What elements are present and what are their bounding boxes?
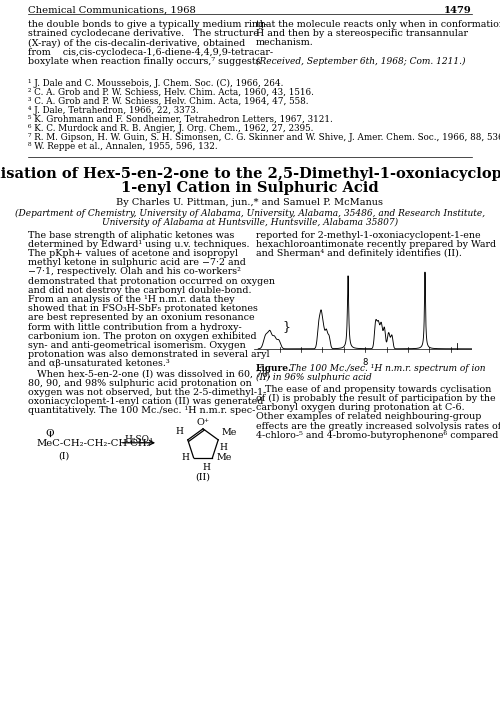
Text: 80, 90, and 98% sulphuric acid protonation on: 80, 90, and 98% sulphuric acid protonati… (28, 379, 252, 388)
Text: effects are the greatly increased solvolysis rates of: effects are the greatly increased solvol… (256, 422, 500, 430)
Text: and did not destroy the carbonyl double-bond.: and did not destroy the carbonyl double-… (28, 286, 252, 295)
Text: (II) in 96% sulphuric acid: (II) in 96% sulphuric acid (256, 373, 372, 382)
Text: O⁺: O⁺ (196, 418, 209, 427)
Text: ⁴ J. Dale, Tetrahedron, 1966, 22, 3373.: ⁴ J. Dale, Tetrahedron, 1966, 22, 3373. (28, 106, 198, 115)
Text: Chemical Communications, 1968: Chemical Communications, 1968 (28, 6, 196, 15)
Text: 8: 8 (362, 357, 368, 367)
Text: 4-chloro-⁵ and 4-bromo-butyrophenone⁶ compared: 4-chloro-⁵ and 4-bromo-butyrophenone⁶ co… (256, 431, 498, 440)
Text: syn- and anti-geometrical isomerism. Oxygen: syn- and anti-geometrical isomerism. Oxy… (28, 341, 246, 350)
Text: methyl ketone in sulphuric acid are −7·2 and: methyl ketone in sulphuric acid are −7·2… (28, 258, 246, 267)
Text: carbonyl oxygen during protonation at C-6.: carbonyl oxygen during protonation at C-… (256, 403, 464, 412)
Text: The base strength of aliphatic ketones was: The base strength of aliphatic ketones w… (28, 230, 234, 240)
Text: (I): (I) (58, 452, 70, 461)
Text: 1479: 1479 (444, 6, 472, 15)
Text: The pΚph+ values of acetone and isopropyl: The pΚph+ values of acetone and isopropy… (28, 249, 238, 258)
Text: mechanism.: mechanism. (256, 38, 314, 48)
Text: are best represented by an oxonium resonance: are best represented by an oxonium reson… (28, 313, 254, 323)
Text: determined by Edward¹ using u.v. techniques.: determined by Edward¹ using u.v. techniq… (28, 240, 250, 249)
Text: H₂SO₄: H₂SO₄ (124, 435, 154, 444)
Text: From an analysis of the ¹H n.m.r. data they: From an analysis of the ¹H n.m.r. data t… (28, 295, 234, 304)
Text: ⁸ W. Reppe et al., Annalen, 1955, 596, 132.: ⁸ W. Reppe et al., Annalen, 1955, 596, 1… (28, 142, 218, 151)
Text: the double bonds to give a typically medium ring-: the double bonds to give a typically med… (28, 20, 268, 29)
Text: ¹ J. Dale and C. Moussebois, J. Chem. Soc. (C), 1966, 264.: ¹ J. Dale and C. Moussebois, J. Chem. So… (28, 79, 283, 88)
Text: quantitatively. The 100 Mc./sec. ¹H n.m.r. spec-: quantitatively. The 100 Mc./sec. ¹H n.m.… (28, 406, 256, 415)
Text: hexachloroantimonate recently prepared by Ward: hexachloroantimonate recently prepared b… (256, 240, 496, 249)
Text: ³ C. A. Grob and P. W. Schiess, Helv. Chim. Acta, 1964, 47, 558.: ³ C. A. Grob and P. W. Schiess, Helv. Ch… (28, 97, 308, 106)
Text: demonstrated that protonation occurred on oxygen: demonstrated that protonation occurred o… (28, 277, 275, 286)
Text: −7·1, respectively. Olah and his co-workers²: −7·1, respectively. Olah and his co-work… (28, 267, 241, 277)
Text: The ease of and propensity towards cyclisation: The ease of and propensity towards cycli… (256, 385, 492, 393)
Text: When hex-5-en-2-one (I) was dissolved in 60, 70,: When hex-5-en-2-one (I) was dissolved in… (28, 370, 271, 378)
Text: H: H (182, 453, 190, 462)
Text: ⁵ K. Grohmann and F. Sondheimer, Tetrahedron Letters, 1967, 3121.: ⁵ K. Grohmann and F. Sondheimer, Tetrahe… (28, 115, 333, 124)
Text: reported for 2-methyl-1-oxoniacyclopent-1-ene: reported for 2-methyl-1-oxoniacyclopent-… (256, 230, 480, 240)
Text: ⁶ K. C. Murdock and R. B. Angier, J. Org. Chem., 1962, 27, 2395.: ⁶ K. C. Murdock and R. B. Angier, J. Org… (28, 123, 314, 133)
Text: (Received, September 6th, 1968; Com. 1211.): (Received, September 6th, 1968; Com. 121… (256, 57, 466, 66)
Text: of (I) is probably the result of participation by the: of (I) is probably the result of partici… (256, 394, 496, 403)
Text: Figure.: Figure. (256, 364, 292, 373)
Text: oxygen was not observed, but the 2-5-dimethyl-1-: oxygen was not observed, but the 2-5-dim… (28, 388, 266, 397)
Text: from    cis,cis-cyclodeca-1,6-diene-4,4,9,9-tetracar-: from cis,cis-cyclodeca-1,6-diene-4,4,9,9… (28, 48, 273, 56)
Text: and αβ-unsaturated ketones.³: and αβ-unsaturated ketones.³ (28, 360, 170, 368)
Text: ⁷ R. M. Gipson, H. W. Guin, S. H. Simonsen, C. G. Skinner and W. Shive, J. Amer.: ⁷ R. M. Gipson, H. W. Guin, S. H. Simons… (28, 133, 500, 142)
Text: Cyclisation of Hex-5-en-2-one to the 2,5-Dimethyl-1-oxoniacyclopent-: Cyclisation of Hex-5-en-2-one to the 2,5… (0, 167, 500, 180)
Text: Other examples of related neighbouring-group: Other examples of related neighbouring-g… (256, 412, 482, 422)
Text: H and then by a stereospecific transannular: H and then by a stereospecific transannu… (256, 29, 468, 38)
Text: (X-ray) of the cis-decalin-derivative, obtained: (X-ray) of the cis-decalin-derivative, o… (28, 38, 245, 48)
Text: form with little contribution from a hydroxy-: form with little contribution from a hyd… (28, 323, 242, 331)
Text: H: H (219, 443, 227, 452)
Text: The 100 Mc./sec. ¹H n.m.r. spectrum of ion: The 100 Mc./sec. ¹H n.m.r. spectrum of i… (284, 364, 486, 373)
Text: ² C. A. Grob and P. W. Schiess, Helv. Chim. Acta, 1960, 43, 1516.: ² C. A. Grob and P. W. Schiess, Helv. Ch… (28, 88, 314, 97)
Text: 1-enyl Cation in Sulphuric Acid: 1-enyl Cation in Sulphuric Acid (121, 180, 379, 195)
Text: (II): (II) (196, 473, 210, 482)
Text: that the molecule reacts only when in conformation: that the molecule reacts only when in co… (256, 20, 500, 29)
Text: (Department of Chemistry, University of Alabama, University, Alabama, 35486, and: (Department of Chemistry, University of … (15, 209, 485, 218)
Text: showed that in FSO₃H-SbF₅ protonated ketones: showed that in FSO₃H-SbF₅ protonated ket… (28, 304, 258, 313)
Text: O: O (46, 429, 54, 438)
Text: oxoniacyclopent-1-enyl cation (II) was generated: oxoniacyclopent-1-enyl cation (II) was g… (28, 397, 264, 406)
Text: strained cyclodecane derivative.   The structure: strained cyclodecane derivative. The str… (28, 29, 259, 38)
Text: University of Alabama at Huntsville, Huntsville, Alabama 35807): University of Alabama at Huntsville, Hun… (102, 217, 398, 227)
Text: H: H (176, 427, 184, 436)
Text: Me: Me (216, 453, 232, 462)
Text: MeC-CH₂-CH₂-CH·CH₂: MeC-CH₂-CH₂-CH·CH₂ (36, 439, 150, 448)
Text: protonation was also demonstrated in several aryl: protonation was also demonstrated in sev… (28, 350, 270, 359)
Text: H: H (202, 463, 210, 471)
Text: Me: Me (221, 428, 236, 437)
Text: By Charles U. Pittman, jun.,* and Samuel P. McManus: By Charles U. Pittman, jun.,* and Samuel… (116, 198, 384, 206)
Text: and Sherman⁴ and definitely identifies (II).: and Sherman⁴ and definitely identifies (… (256, 249, 462, 258)
Text: boxylate when reaction finally occurs,⁷ suggests: boxylate when reaction finally occurs,⁷ … (28, 57, 260, 66)
Text: carbonium ion. The proton on oxygen exhibited: carbonium ion. The proton on oxygen exhi… (28, 332, 256, 341)
Text: }: } (283, 321, 291, 334)
